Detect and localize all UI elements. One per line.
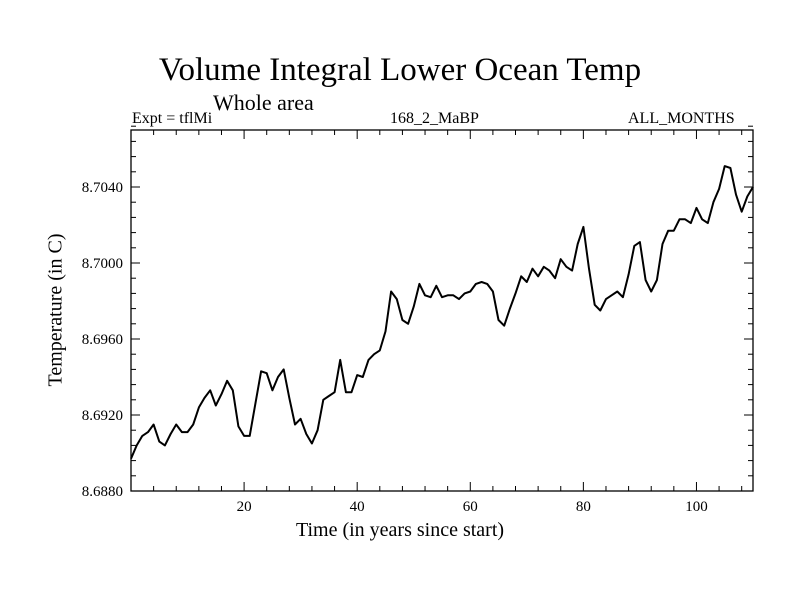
x-tick-label: 100 xyxy=(685,499,708,515)
x-axis-label: Time (in years since start) xyxy=(295,519,505,541)
y-tick-label: 8.7040 xyxy=(82,180,123,196)
chart-subtitle: Whole area xyxy=(213,90,314,115)
y-tick-label: 8.6920 xyxy=(82,408,123,424)
x-tick-label: 80 xyxy=(576,499,591,515)
temperature-series-line xyxy=(130,165,754,460)
y-axis-label: Temperature (in C) xyxy=(44,233,67,387)
tick-marks xyxy=(130,125,753,492)
x-tick-label: 40 xyxy=(350,499,365,515)
y-tick-label: 8.6880 xyxy=(82,484,123,500)
months-label: ALL_MONTHS xyxy=(628,110,735,127)
plot-frame xyxy=(130,129,754,492)
y-tick-label: 8.6960 xyxy=(82,332,123,348)
y-tick-label: 8.7000 xyxy=(82,256,123,272)
experiment-label: Expt = tflMi xyxy=(132,110,213,127)
tick-labels: 20 40 60 80 100 8.6880 8.6920 8.6960 8.7000 8.704… xyxy=(82,180,708,515)
chart-title: Volume Integral Lower Ocean Temp xyxy=(158,52,642,88)
x-tick-label: 60 xyxy=(463,499,478,515)
series-group xyxy=(130,165,754,460)
run-label: 168_2_MaBP xyxy=(390,110,479,127)
x-tick-label: 20 xyxy=(237,499,252,515)
